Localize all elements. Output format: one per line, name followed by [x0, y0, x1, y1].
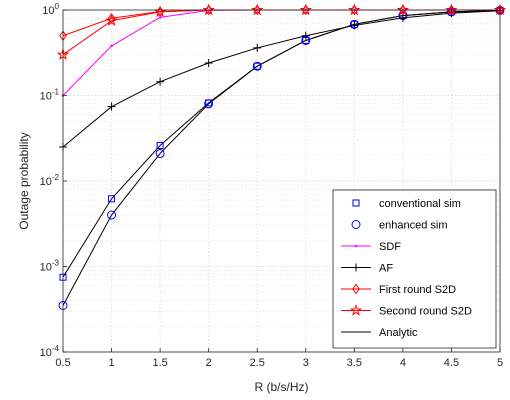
data-point-enhanced-sim [204, 99, 214, 109]
data-point-second-round-s2d [445, 3, 458, 16]
y-tick-label: 100 [42, 2, 59, 17]
data-point-af [350, 21, 359, 30]
legend-marker-af [352, 263, 360, 272]
legend-item-conventional-sim: conventional sim [352, 198, 461, 210]
legend-label-analytic: Analytic [379, 327, 418, 339]
legend-label-second-round-s2d: Second round S2D [379, 306, 472, 318]
x-axis-label: R (b/s/Hz) [255, 380, 309, 394]
y-tick-label: 10-1 [40, 88, 60, 103]
legend-item-first-round-s2d: First round S2D [341, 283, 456, 296]
data-point-second-round-s2d [202, 3, 215, 16]
legend-marker-conventional-sim [352, 199, 360, 207]
legend-item-sdf: SDF [341, 241, 401, 253]
y-tick-label: 10-4 [40, 344, 60, 359]
legend-item-enhanced-sim: enhanced sim [351, 220, 448, 232]
legend-label-af: AF [379, 263, 393, 275]
y-tick-label: 10-2 [40, 173, 60, 188]
legend-label-enhanced-sim: enhanced sim [379, 220, 448, 232]
data-point-af [107, 102, 116, 111]
x-tick-label: 3 [303, 357, 309, 369]
legend-label-sdf: SDF [379, 241, 401, 253]
y-tick-label: 10-3 [40, 259, 60, 274]
data-point-af [253, 43, 262, 52]
legend-marker-sdf [354, 244, 358, 248]
legend-marker-second-round-s2d [349, 303, 363, 316]
axis-ticks: 0.5 1 1.5 2 2.5 3 3.5 4 4.5 5 10-4 10-3 10-2 10-1 100 [40, 2, 503, 369]
legend-marker-first-round-s2d [352, 283, 360, 295]
data-point-af [301, 31, 310, 40]
x-tick-label: 5 [497, 357, 503, 369]
data-point-enhanced-sim [252, 61, 262, 71]
x-tick-label: 4 [400, 357, 406, 369]
series-line-analytic [62, 9, 501, 306]
legend-item-second-round-s2d: Second round S2D [341, 303, 472, 318]
series-analytic [62, 9, 501, 306]
data-point-second-round-s2d [396, 3, 410, 16]
x-tick-label: 0.5 [55, 357, 70, 369]
legend-marker-enhanced-sim [351, 220, 361, 229]
legend: conventional sim enhanced sim SDF AF First r… [332, 189, 497, 349]
x-tick-label: 4.5 [444, 357, 459, 369]
legend-box [332, 189, 497, 349]
legend-label-conventional-sim: conventional sim [379, 198, 461, 210]
data-point-conventional-sim [108, 195, 116, 203]
data-point-sdf [158, 16, 162, 19]
data-point-second-round-s2d [251, 3, 264, 16]
x-tick-label: 1.5 [152, 357, 167, 369]
x-tick-label: 2 [206, 357, 212, 369]
data-point-conventional-sim [156, 142, 164, 150]
x-tick-label: 3.5 [347, 357, 362, 369]
y-axis-label: Outage probability [17, 132, 31, 229]
series-line-af [62, 10, 501, 148]
data-point-enhanced-sim [155, 148, 165, 158]
data-point-second-round-s2d [105, 14, 118, 26]
data-point-af [156, 77, 165, 86]
data-point-af [204, 58, 213, 67]
legend-item-af: AF [341, 263, 393, 275]
x-tick-label: 1 [108, 357, 114, 369]
x-tick-label: 2.5 [250, 357, 265, 369]
data-point-second-round-s2d [299, 3, 312, 16]
data-point-sdf [110, 44, 113, 48]
data-point-second-round-s2d [348, 3, 361, 16]
data-point-enhanced-sim [107, 210, 117, 220]
legend-item-analytic: Analytic [341, 327, 418, 339]
data-point-conventional-sim [253, 62, 261, 70]
legend-label-first-round-s2d: First round S2D [379, 284, 456, 296]
